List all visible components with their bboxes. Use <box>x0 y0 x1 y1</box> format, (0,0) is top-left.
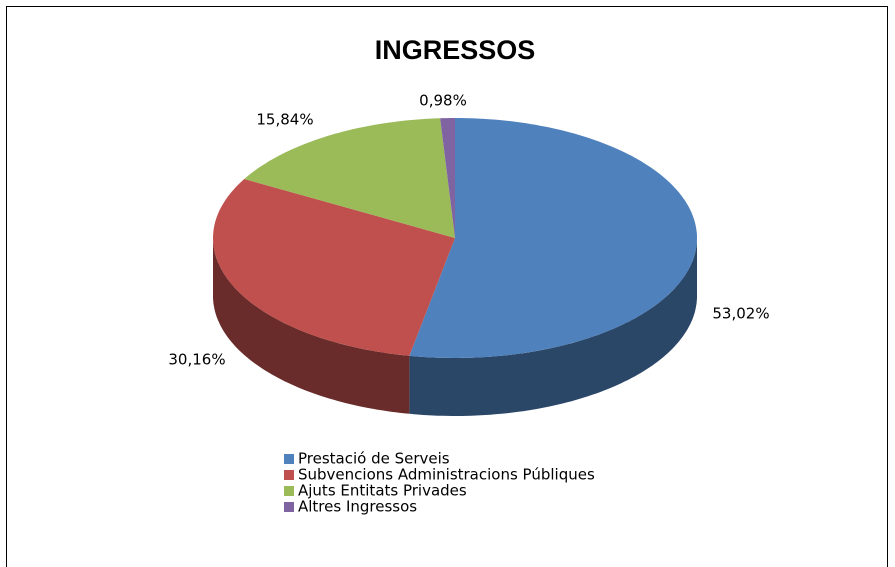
pie-slice <box>213 179 455 356</box>
chart-frame <box>6 6 888 567</box>
data-label: 30,16% <box>168 351 225 369</box>
data-label: 53,02% <box>712 305 769 323</box>
legend-label: Prestació de Serveis <box>298 450 450 468</box>
pie-slice <box>440 118 455 238</box>
legend-label: Altres Ingressos <box>298 498 417 516</box>
legend-swatch <box>284 502 294 512</box>
pie-slice-side <box>213 238 410 414</box>
pie-slice <box>244 118 455 238</box>
legend-swatch <box>284 454 294 464</box>
legend-swatch <box>284 486 294 496</box>
data-label: 15,84% <box>256 111 313 129</box>
chart-title: INGRESSOS <box>375 35 536 65</box>
data-label: 0,98% <box>419 92 467 110</box>
pie-slice <box>409 118 697 358</box>
legend-label: Ajuts Entitats Privades <box>298 482 467 500</box>
pie-slice-side <box>409 238 697 416</box>
legend-label: Subvencions Administracions Públiques <box>298 466 595 484</box>
legend-swatch <box>284 470 294 480</box>
